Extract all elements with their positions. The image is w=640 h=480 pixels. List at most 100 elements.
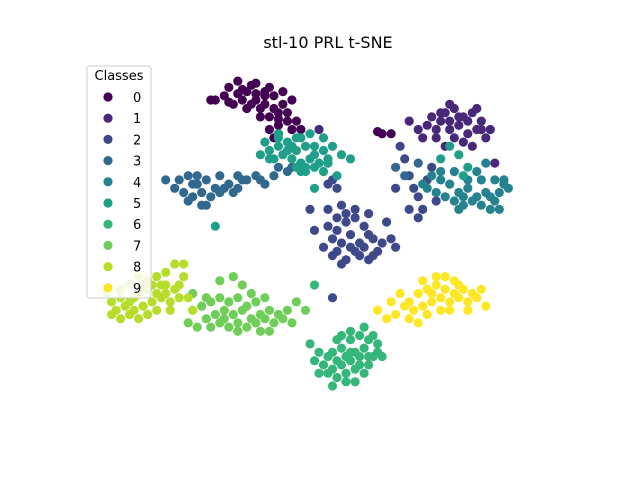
point-class-2-31 [382,217,392,227]
point-class-7-18 [206,322,216,332]
point-class-3-34 [400,171,410,181]
legend-marker-9 [103,283,113,293]
point-class-2-45 [391,183,401,193]
point-class-4-4 [463,183,473,193]
point-class-0-13 [287,95,297,105]
point-class-1-26 [472,103,482,114]
point-class-5-31 [309,183,320,193]
point-class-5-19 [345,154,356,164]
point-class-6-7 [318,360,329,370]
point-class-2-1 [332,225,342,235]
point-class-6-12 [364,360,374,370]
point-class-4-2 [445,179,455,189]
point-class-8-19 [134,314,144,324]
point-class-2-24 [377,238,387,248]
point-class-3-33 [391,162,401,172]
point-class-6-25 [350,377,360,387]
point-class-0-32 [260,87,270,97]
point-class-6-38 [373,347,383,357]
point-class-5-18 [336,150,347,160]
point-class-8-12 [147,297,157,307]
point-class-8-18 [125,309,135,320]
point-class-9-12 [463,297,473,307]
point-class-9-31 [427,288,437,299]
legend-marker-5 [103,198,113,208]
point-class-2-4 [359,221,369,231]
point-class-3-35 [413,158,423,168]
point-class-6-13 [323,368,333,378]
point-class-9-13 [472,293,482,303]
point-class-0-26 [251,89,261,99]
point-class-1-11 [422,120,432,130]
point-class-6-18 [336,343,347,353]
legend-frame [86,65,152,299]
point-class-5-9 [287,154,297,164]
point-class-2-6 [336,238,347,248]
point-class-3-3 [201,175,211,185]
point-class-1-18 [454,112,464,122]
point-class-7-35 [246,288,256,299]
point-class-7-42 [233,326,243,336]
point-class-9-28 [413,318,423,328]
point-class-5-17 [327,141,338,151]
legend-label-1: 1 [133,112,141,127]
legend-label-6: 6 [133,218,141,233]
point-class-0-38 [296,124,306,135]
point-class-7-2 [215,293,225,303]
legend-marker-1 [103,113,113,123]
point-class-7-23 [251,318,261,328]
point-class-8-14 [165,297,175,307]
point-class-5-32 [323,158,333,168]
point-class-8-26 [170,259,180,269]
series-7 [183,272,311,336]
point-class-2-47 [413,213,423,223]
point-class-8-27 [179,259,189,269]
point-class-7-29 [192,322,202,332]
point-class-2-26 [309,225,320,235]
legend-marker-6 [103,219,113,229]
point-class-1-12 [449,133,459,143]
point-class-1-25 [427,112,437,122]
point-class-7-26 [278,314,288,324]
point-class-3-5 [179,187,189,198]
point-class-4-8 [431,187,441,198]
point-class-6-39 [364,351,374,362]
series-0 [206,76,396,143]
point-class-8-36 [156,280,166,290]
point-class-9-2 [431,280,441,290]
point-class-5-13 [260,137,270,147]
point-class-0-10 [282,116,292,126]
point-class-6-24 [305,339,315,349]
point-class-8-24 [152,272,162,282]
point-class-6-40 [309,280,320,290]
point-class-7-22 [242,322,252,332]
legend-marker-0 [103,92,113,102]
point-class-5-27 [332,171,342,181]
point-class-6-26 [341,377,351,387]
point-class-1-28 [436,108,446,118]
point-class-7-24 [260,314,270,324]
point-class-9-27 [386,297,396,307]
point-class-3-26 [201,200,211,210]
point-class-1-21 [404,116,414,126]
point-class-0-0 [224,82,234,92]
point-class-8-11 [138,301,148,311]
point-class-6-33 [327,347,338,357]
point-class-0-1 [233,76,243,86]
point-class-3-30 [282,166,292,177]
point-class-3-32 [228,187,238,198]
point-class-9-9 [436,293,446,303]
point-class-4-25 [449,166,459,177]
point-class-5-42 [458,171,468,181]
point-class-9-29 [476,284,486,294]
point-class-1-6 [445,124,455,135]
point-class-2-23 [327,251,338,261]
point-class-9-14 [409,305,419,315]
point-class-1-29 [418,133,428,143]
point-class-6-37 [314,368,324,378]
point-class-2-36 [350,246,360,256]
legend-entries: 0 1 2 3 4 5 6 7 8 9 [103,91,141,297]
point-class-7-0 [197,301,207,311]
point-class-0-11 [269,91,279,101]
point-class-4-29 [494,204,504,214]
